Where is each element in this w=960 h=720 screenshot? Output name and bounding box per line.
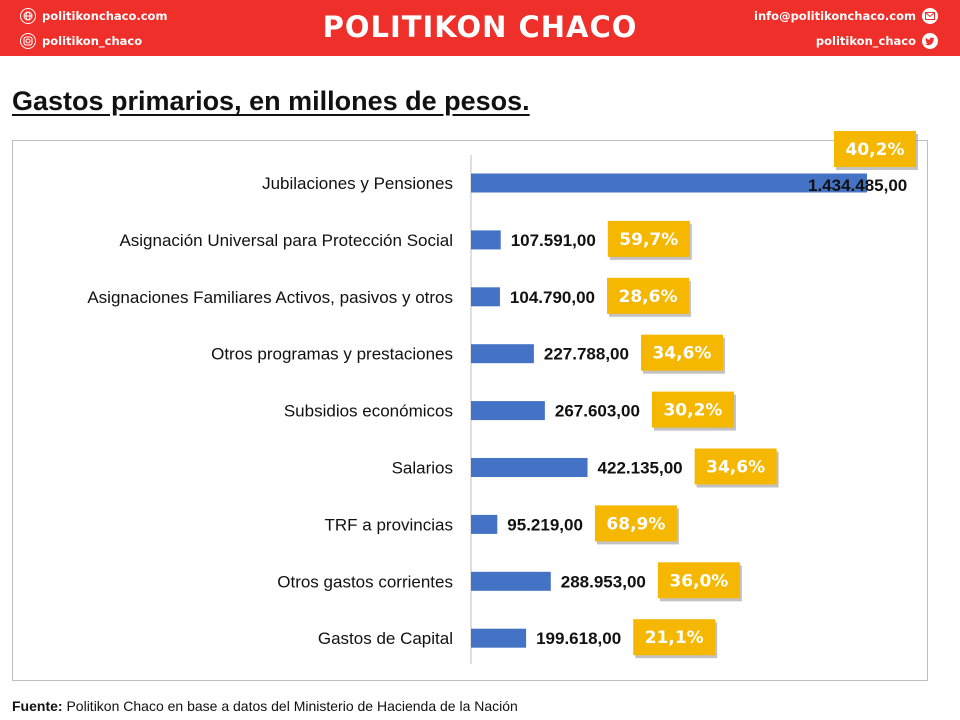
twitter-text: politikon_chaco (815, 34, 916, 48)
growth-label: 36,0% (669, 571, 728, 591)
chart-frame (12, 140, 928, 681)
value-label: 107.591,00 (511, 231, 596, 250)
growth-badge (651, 391, 734, 428)
value-label: 422.135,00 (598, 459, 683, 478)
growth-badge (640, 334, 723, 371)
growth-badge (594, 505, 677, 542)
category-label: Asignación Universal para Protección Soc… (119, 231, 453, 250)
category-label: Gastos de Capital (318, 629, 453, 648)
bar (471, 458, 588, 477)
instagram-link[interactable]: politikon_chaco (20, 33, 142, 49)
growth-label: 34,6% (652, 344, 711, 364)
email-text: info@politikonchaco.com (754, 9, 916, 23)
instagram-icon (20, 33, 36, 49)
value-label: 288.953,00 (561, 572, 646, 591)
growth-badge (607, 220, 690, 257)
header-banner: politikonchaco.com politikon_chaco POLIT… (0, 0, 960, 56)
growth-label: 59,7% (619, 230, 678, 250)
bar (471, 230, 501, 250)
globe-icon (20, 8, 36, 24)
category-label: Salarios (392, 459, 453, 478)
page-title: Gastos primarios, en millones de pesos. (12, 86, 530, 116)
growth-badge (607, 277, 690, 314)
category-label: Otros gastos corrientes (277, 572, 453, 591)
category-label: Asignaciones Familiares Activos, pasivos… (87, 288, 453, 307)
growth-badge (633, 619, 716, 656)
growth-label: 68,9% (606, 514, 665, 534)
growth-badge (834, 131, 916, 167)
twitter-icon (922, 33, 938, 49)
growth-label: 40,2% (846, 140, 905, 160)
growth-label: 30,2% (663, 401, 722, 421)
value-label: 1.434.485,00 (808, 176, 907, 195)
banner-title: POLITIKON CHACO (322, 10, 638, 44)
category-label: Jubilaciones y Pensiones (262, 174, 453, 193)
growth-badge (657, 562, 740, 599)
value-label: 199.618,00 (536, 629, 621, 648)
mail-icon (922, 8, 938, 24)
growth-label: 21,1% (645, 628, 704, 648)
bar (471, 571, 551, 591)
website-link[interactable]: politikonchaco.com (20, 8, 167, 24)
twitter-link[interactable]: politikon_chaco (816, 33, 938, 49)
bar (471, 628, 527, 648)
email-link[interactable]: info@politikonchaco.com (754, 8, 938, 24)
value-label: 267.603,00 (555, 402, 640, 421)
source-note: Fuente: Politikon Chaco en base a datos … (12, 698, 518, 714)
category-label: Otros programas y prestaciones (211, 345, 453, 364)
value-label: 227.788,00 (544, 345, 629, 364)
value-label: 95.219,00 (507, 515, 583, 534)
category-label: Subsidios económicos (284, 402, 453, 421)
source-text: Politikon Chaco en base a datos del Mini… (66, 698, 518, 714)
growth-label: 28,6% (619, 287, 678, 307)
bar (471, 401, 545, 421)
bar (471, 514, 498, 534)
website-text: politikonchaco.com (42, 9, 168, 23)
bar (471, 287, 500, 307)
value-label: 104.790,00 (510, 288, 595, 307)
instagram-text: politikon_chaco (42, 34, 143, 48)
category-label: TRF a provincias (325, 515, 453, 534)
source-label: Fuente: (12, 698, 63, 714)
growth-label: 34,6% (706, 458, 765, 478)
bar (471, 344, 534, 364)
growth-badge (694, 448, 777, 485)
bar (471, 173, 867, 193)
